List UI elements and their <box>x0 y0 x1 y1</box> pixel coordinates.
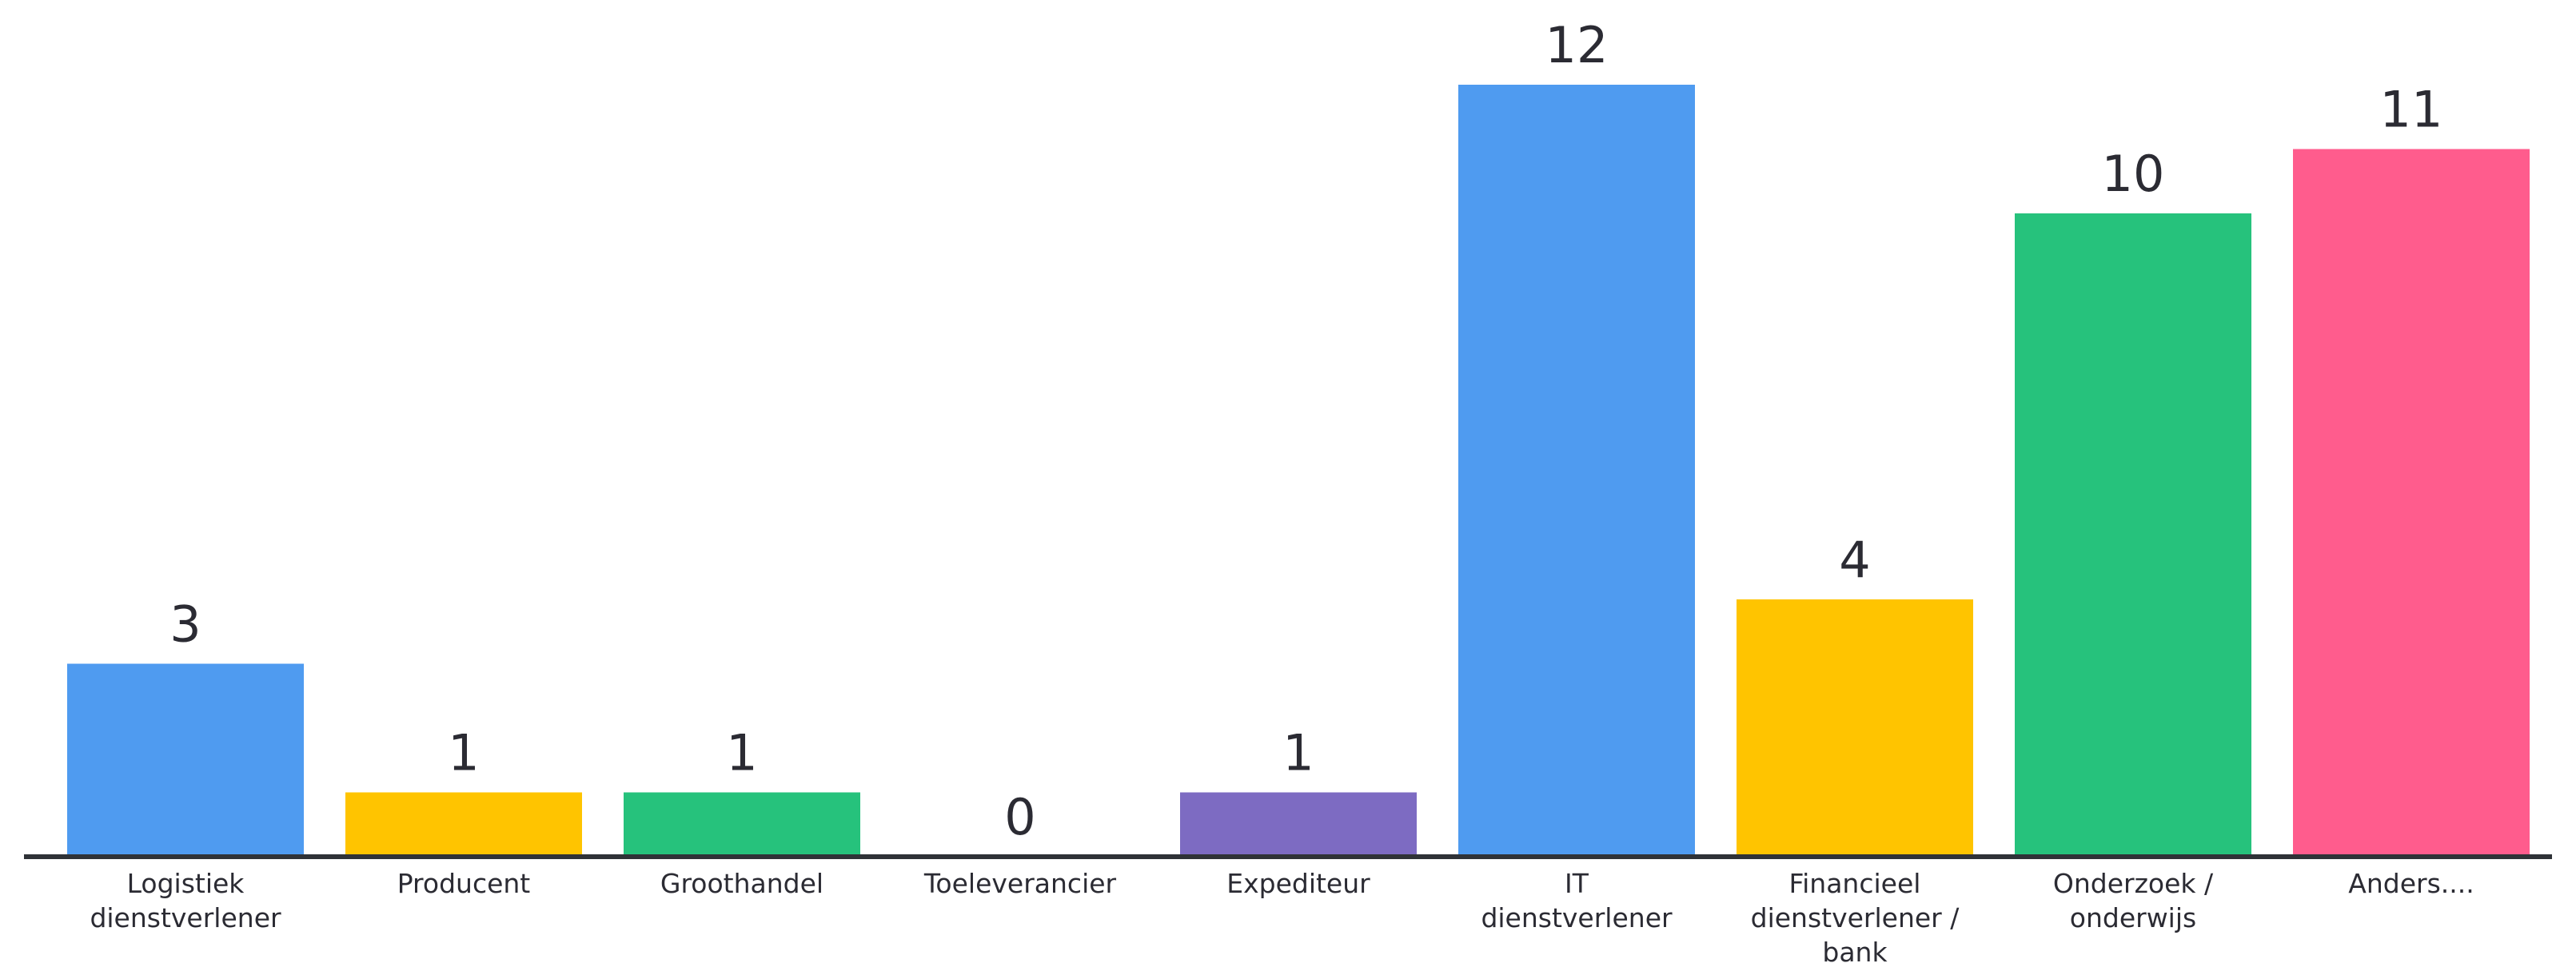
bar-3 <box>624 792 860 857</box>
bar-6 <box>1458 85 1695 857</box>
value-label-8: 10 <box>2102 145 2165 203</box>
bar-8 <box>2015 213 2251 857</box>
value-label-2: 1 <box>448 724 479 782</box>
category-label-6: IT dienstverlener <box>1481 868 1673 933</box>
category-label-4: Toeleverancier <box>923 868 1117 899</box>
bar-5 <box>1180 792 1417 857</box>
bar-1 <box>67 663 304 857</box>
bar-7 <box>1737 599 1973 857</box>
category-label-2: Producent <box>397 868 531 899</box>
category-label-5: Expediteur <box>1226 868 1370 899</box>
category-label-9: Anders.... <box>2348 868 2474 899</box>
value-label-9: 11 <box>2380 81 2443 139</box>
category-label-8: Onderzoek / onderwijs <box>2053 868 2214 933</box>
value-label-4: 0 <box>1004 788 1035 846</box>
category-label-7: Financieel dienstverlener / bank <box>1751 868 1960 968</box>
category-label-3: Groothandel <box>660 868 823 899</box>
bar-9 <box>2293 149 2530 857</box>
bars-group <box>67 85 2530 857</box>
value-label-1: 3 <box>169 595 201 654</box>
value-label-3: 1 <box>726 724 757 782</box>
value-label-7: 4 <box>1839 531 1870 589</box>
value-label-6: 12 <box>1545 16 1609 74</box>
value-label-5: 1 <box>1282 724 1314 782</box>
category-labels-group: Logistiek dienstverlener Producent Groothan… <box>90 868 2474 968</box>
category-label-1: Logistiek dienstverlener <box>90 868 281 933</box>
bar-2 <box>345 792 582 857</box>
